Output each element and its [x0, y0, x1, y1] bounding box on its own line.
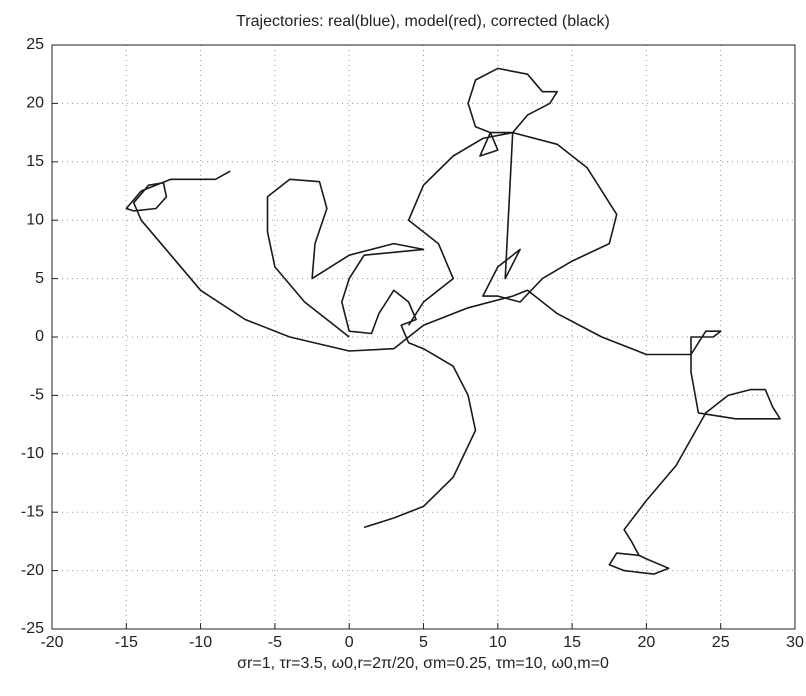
trajectory [407, 67, 618, 326]
x-tick-label: 0 [345, 634, 354, 651]
y-tick-label: -20 [21, 562, 44, 579]
x-tick-label: -15 [115, 634, 138, 651]
chart-title: Trajectories: real(blue), model(red), co… [236, 13, 610, 30]
x-axis-label: σr=1, τr=3.5, ω0,r=2π/20, σm=0.25, τm=10… [237, 655, 609, 672]
x-tick-label: 30 [786, 634, 804, 651]
y-tick-label: -10 [21, 445, 44, 462]
y-tick-label: 15 [26, 153, 44, 170]
y-tick-label: -15 [21, 503, 44, 520]
x-tick-label: -10 [189, 634, 212, 651]
x-tick-label: 5 [419, 634, 428, 651]
trajectory [125, 170, 781, 575]
plot-frame [51, 44, 796, 630]
y-tick-label: 5 [35, 270, 44, 287]
y-tick-label: -5 [30, 387, 44, 404]
x-tick-label: -5 [268, 634, 282, 651]
x-tick-label: 15 [563, 634, 581, 651]
trajectory [266, 178, 477, 529]
y-tick-label: 0 [35, 328, 44, 345]
x-tick-label: -20 [40, 634, 63, 651]
y-tick-label: -25 [21, 620, 44, 637]
y-tick-label: 25 [26, 36, 44, 53]
x-tick-label: 10 [489, 634, 507, 651]
y-tick-label: 10 [26, 211, 44, 228]
y-tick-label: 20 [26, 95, 44, 112]
x-tick-label: 20 [638, 634, 656, 651]
x-tick-label: 25 [712, 634, 730, 651]
